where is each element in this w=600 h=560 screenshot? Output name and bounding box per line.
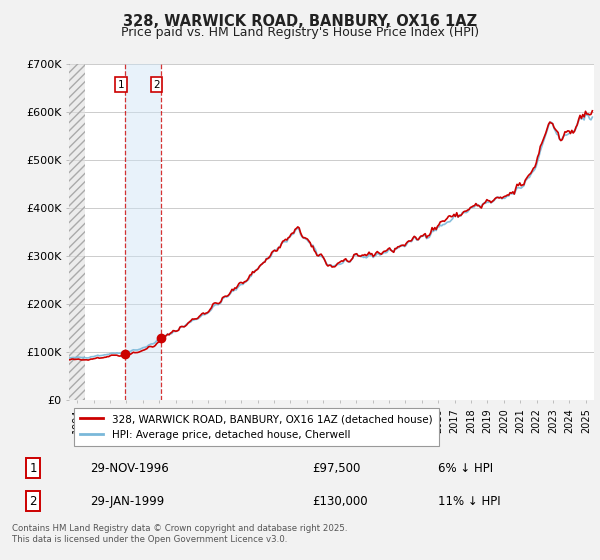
Text: 2: 2 xyxy=(153,80,160,90)
Bar xyxy=(69,64,85,400)
Text: 328, WARWICK ROAD, BANBURY, OX16 1AZ: 328, WARWICK ROAD, BANBURY, OX16 1AZ xyxy=(123,14,477,29)
Text: Price paid vs. HM Land Registry's House Price Index (HPI): Price paid vs. HM Land Registry's House … xyxy=(121,26,479,39)
Text: 1: 1 xyxy=(118,80,124,90)
Bar xyxy=(125,64,161,400)
Text: £130,000: £130,000 xyxy=(312,494,368,508)
Text: 2: 2 xyxy=(29,494,37,508)
Legend: 328, WARWICK ROAD, BANBURY, OX16 1AZ (detached house), HPI: Average price, detac: 328, WARWICK ROAD, BANBURY, OX16 1AZ (de… xyxy=(74,408,439,446)
Text: £97,500: £97,500 xyxy=(312,462,361,475)
Text: 11% ↓ HPI: 11% ↓ HPI xyxy=(438,494,500,508)
Text: 29-NOV-1996: 29-NOV-1996 xyxy=(90,462,169,475)
Bar xyxy=(69,64,85,400)
Text: 29-JAN-1999: 29-JAN-1999 xyxy=(90,494,164,508)
Text: Contains HM Land Registry data © Crown copyright and database right 2025.
This d: Contains HM Land Registry data © Crown c… xyxy=(12,524,347,544)
Text: 1: 1 xyxy=(29,462,37,475)
Text: 6% ↓ HPI: 6% ↓ HPI xyxy=(438,462,493,475)
